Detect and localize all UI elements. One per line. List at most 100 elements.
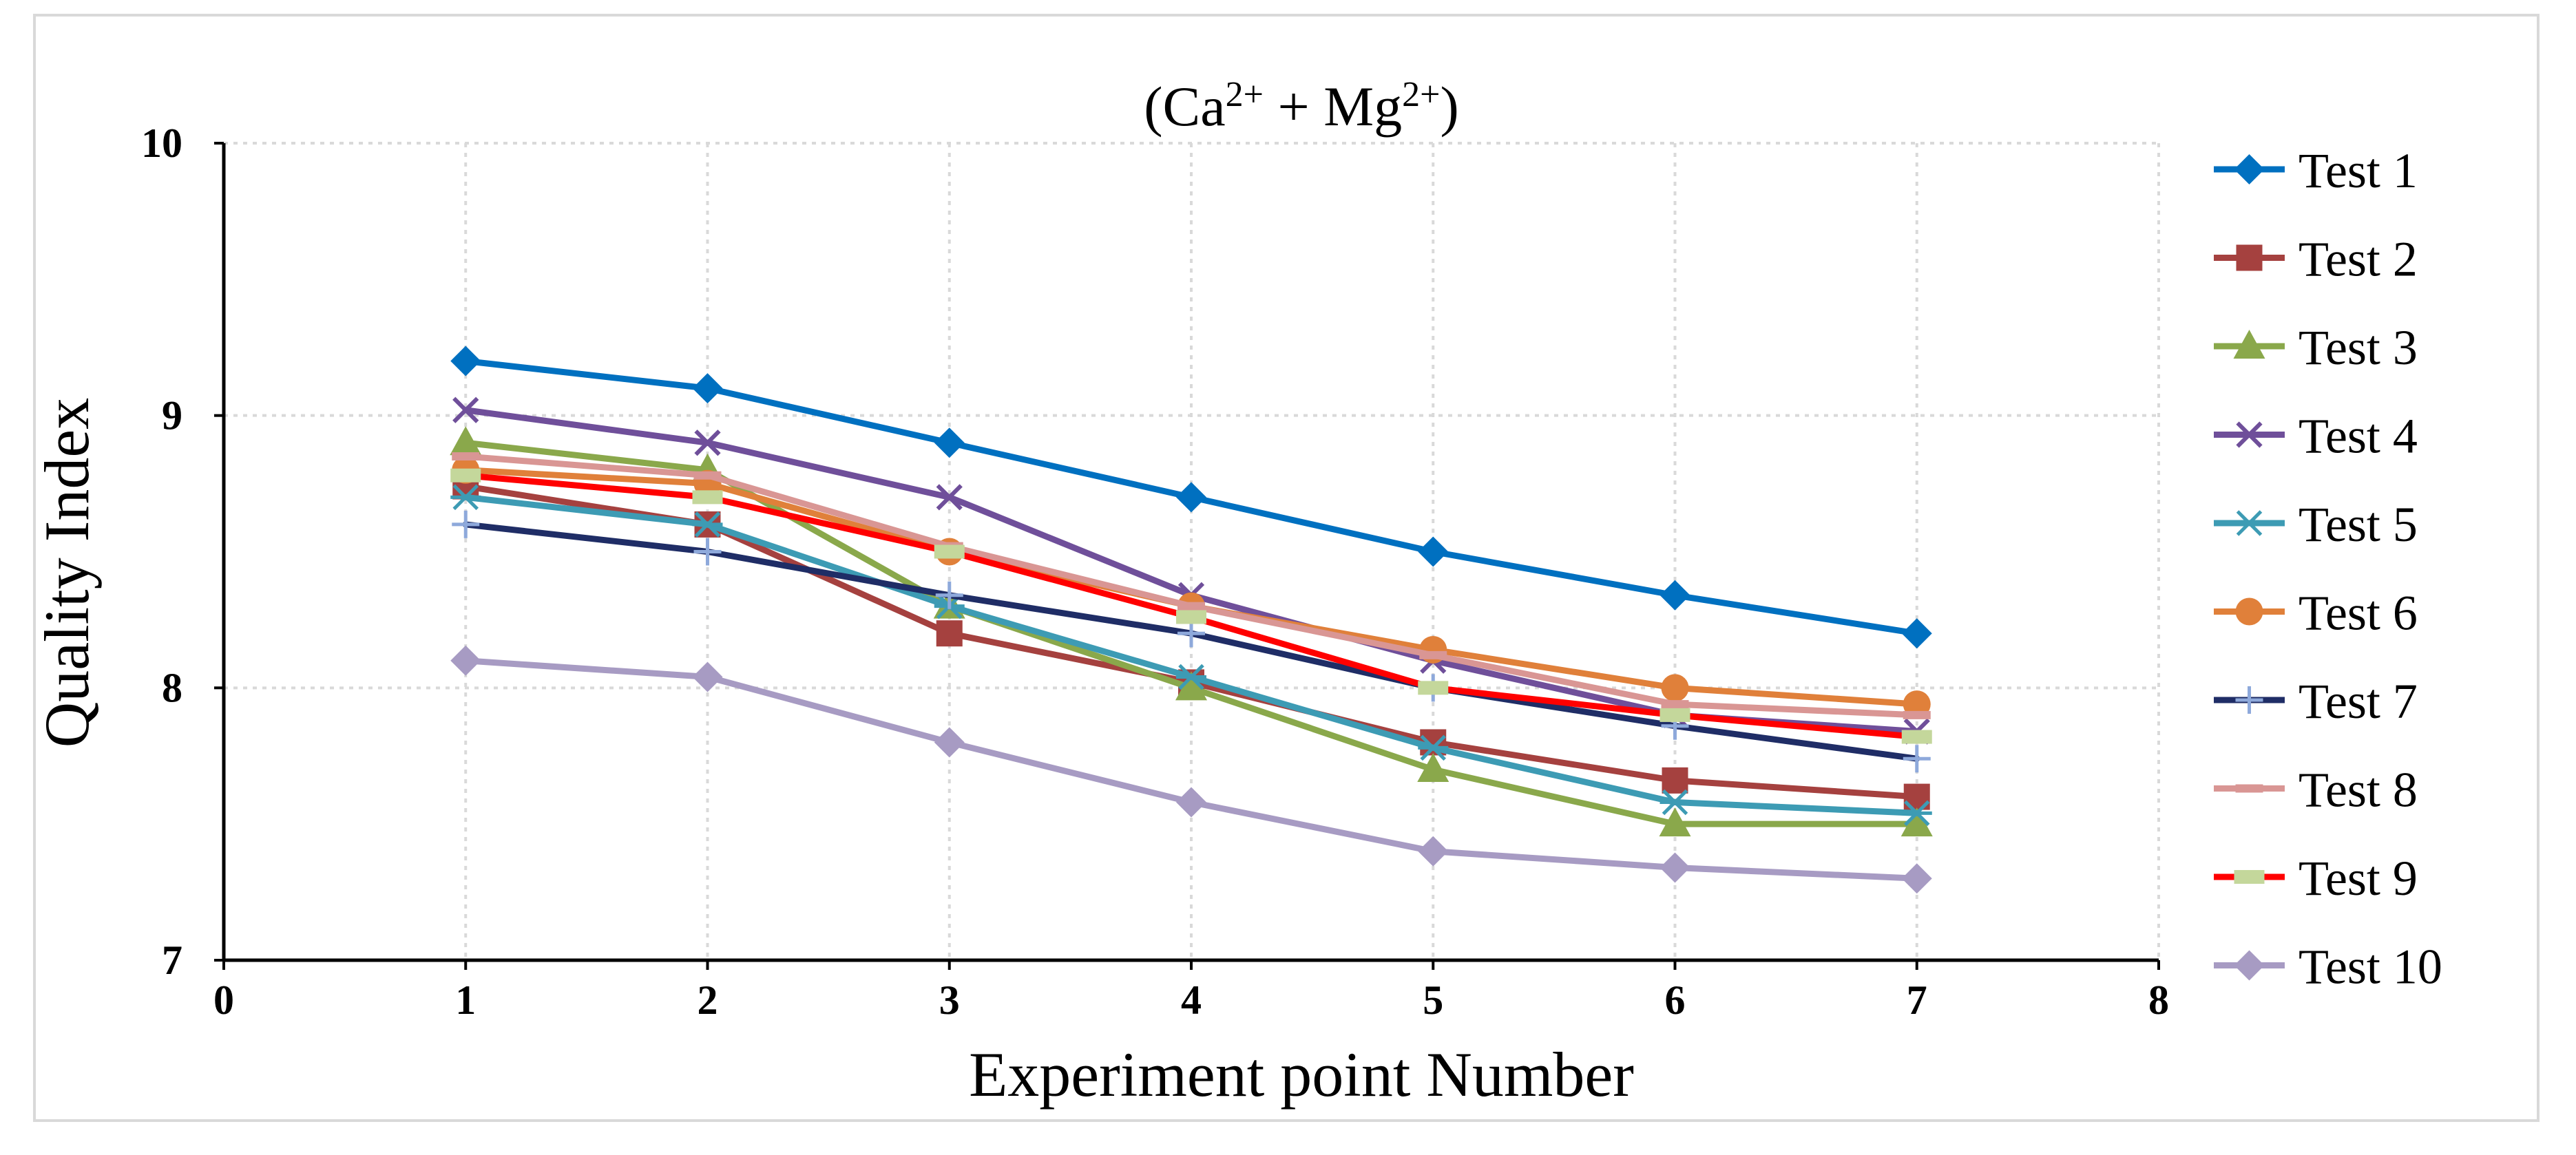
legend-item: Test 8	[2214, 763, 2418, 818]
legend-marker	[2236, 421, 2263, 448]
legend-item: Test 6	[2214, 586, 2418, 641]
data-point	[1177, 619, 1205, 648]
data-point	[1659, 852, 1690, 883]
data-point	[692, 373, 723, 404]
legend-label: Test 9	[2298, 851, 2418, 906]
x-tick-label: 2	[698, 977, 718, 1023]
data-point	[1418, 536, 1449, 567]
legend-item: Test 3	[2214, 320, 2418, 375]
data-point	[1661, 700, 1689, 709]
legend: Test 1 Test 2 Test 3 Test 4 Test 5 Test 6 Test…	[2214, 143, 2442, 995]
data-point	[1662, 767, 1688, 794]
legend-marker	[2234, 950, 2265, 981]
legend-label: Test 8	[2298, 763, 2418, 818]
y-tick-label: 8	[162, 665, 182, 710]
legend-marker	[2233, 330, 2265, 359]
legend-item: Test 5	[2214, 497, 2418, 552]
data-point	[452, 396, 479, 423]
legend-item: Test 9	[2214, 851, 2418, 906]
legend-label: Test 6	[2298, 586, 2418, 641]
legend-item: Test 4	[2214, 409, 2418, 464]
legend-marker	[2234, 510, 2265, 536]
legend-label: Test 4	[2298, 409, 2418, 464]
data-point	[1661, 674, 1689, 702]
chart-title: (Ca2+ + Mg2+)	[1144, 75, 1459, 138]
x-tick-label: 0	[213, 977, 234, 1023]
legend-marker	[2235, 784, 2263, 793]
series-1	[450, 346, 1932, 649]
x-tick-label: 8	[2148, 977, 2169, 1023]
data-point	[1903, 745, 1931, 773]
series-10	[450, 645, 1932, 894]
data-point	[1418, 836, 1449, 867]
legend-marker	[2234, 870, 2265, 884]
y-tick-label: 7	[162, 937, 182, 983]
data-point	[694, 430, 721, 456]
legend-label: Test 2	[2298, 232, 2418, 287]
data-point	[452, 510, 480, 538]
data-point	[693, 538, 722, 566]
data-point	[450, 484, 481, 511]
data-point	[693, 471, 722, 480]
data-point	[1418, 681, 1449, 695]
data-point	[936, 484, 963, 511]
legend-item: Test 10	[2214, 940, 2442, 995]
legend-label: Test 3	[2298, 320, 2418, 375]
data-point	[1901, 863, 1932, 894]
x-tick-label: 6	[1665, 977, 1686, 1023]
legend-label: Test 7	[2298, 674, 2418, 729]
x-tick-label: 1	[455, 977, 476, 1023]
data-point	[1659, 807, 1691, 837]
data-point	[452, 452, 480, 461]
data-point	[1417, 753, 1449, 783]
legend-label: Test 10	[2298, 940, 2442, 995]
legend-item: Test 7	[2214, 674, 2418, 729]
data-point	[1901, 618, 1932, 649]
series-group	[450, 346, 1933, 894]
series-9	[450, 468, 1932, 744]
x-tick-label: 7	[1907, 977, 1927, 1023]
gridlines	[224, 142, 2160, 960]
data-point	[1900, 807, 1933, 837]
legend-label: Test 5	[2298, 497, 2418, 552]
legend-marker	[2235, 597, 2263, 626]
series-7	[452, 510, 1931, 773]
legend-item: Test 2	[2214, 232, 2418, 287]
data-point	[934, 427, 965, 458]
data-point	[1176, 482, 1206, 513]
data-point	[1177, 602, 1205, 611]
data-point	[1176, 664, 1206, 690]
y-axis-title: Quality Index	[32, 398, 102, 748]
data-point	[450, 346, 481, 377]
legend-item: Test 1	[2214, 143, 2418, 198]
data-point	[1176, 610, 1206, 624]
data-point	[450, 645, 481, 676]
data-point	[1659, 789, 1690, 816]
data-point	[1419, 650, 1447, 659]
data-point	[935, 581, 963, 609]
x-tick-label: 3	[939, 977, 960, 1023]
data-point	[450, 426, 482, 456]
data-point	[1903, 710, 1931, 719]
data-point	[934, 727, 965, 758]
data-point	[1418, 734, 1449, 761]
tick-labels: 0 1 2 3 4 5 6 7 8 7 8 9 10	[141, 120, 2169, 1023]
data-point	[1901, 800, 1932, 827]
data-point	[692, 490, 723, 505]
x-tick-label: 5	[1423, 977, 1443, 1023]
data-point	[692, 661, 723, 692]
data-point	[1901, 730, 1932, 744]
x-axis-title: Experiment point Number	[969, 1039, 1634, 1110]
chart-frame	[33, 14, 2540, 1122]
legend-marker	[2234, 154, 2265, 184]
legend-marker	[2236, 244, 2263, 271]
data-point	[1659, 580, 1690, 611]
legend-label: Test 1	[2298, 143, 2418, 198]
data-point	[692, 511, 723, 538]
data-point	[936, 620, 963, 647]
data-point	[1176, 787, 1206, 818]
data-point	[450, 468, 481, 483]
data-point	[934, 544, 965, 559]
data-point	[1175, 671, 1207, 701]
